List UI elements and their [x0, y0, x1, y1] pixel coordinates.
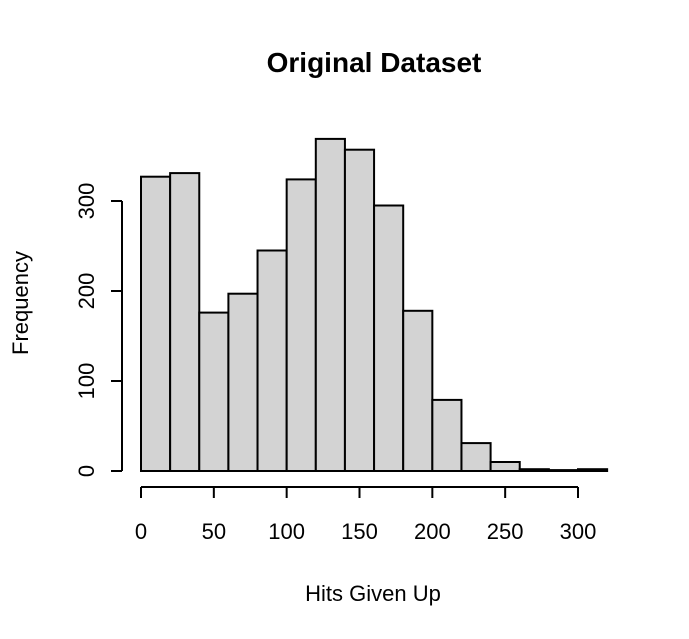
- y-tick-label-0: 0: [74, 465, 99, 477]
- x-tick-label-0: 0: [135, 519, 147, 544]
- x-tick-label-5: 250: [487, 519, 524, 544]
- chart-title: Original Dataset: [267, 47, 482, 78]
- histogram-bar-5: [285, 178, 317, 472]
- y-axis: 0 100 200 300: [74, 183, 123, 477]
- histogram-bar-9: [402, 309, 434, 472]
- histogram-bar-11: [460, 442, 492, 473]
- histogram-bar-0: [140, 175, 172, 472]
- histogram-bar-4: [256, 249, 288, 472]
- y-tick-label-1: 100: [74, 363, 99, 400]
- x-tick-label-1: 50: [202, 519, 226, 544]
- histogram-bar-10: [431, 398, 463, 472]
- y-tick-label-2: 200: [74, 273, 99, 310]
- x-tick-label-6: 300: [560, 519, 597, 544]
- x-axis-label: Hits Given Up: [305, 581, 441, 606]
- histogram-bar-2: [198, 311, 230, 472]
- histogram-bar-6: [314, 137, 346, 472]
- histogram-bar-12: [489, 461, 521, 472]
- histogram-bar-8: [373, 204, 405, 472]
- histogram-bar-15: [577, 468, 609, 473]
- histogram-bar-13: [518, 468, 550, 473]
- histogram-bar-14: [547, 469, 579, 473]
- histogram-bar-3: [227, 292, 259, 473]
- x-tick-label-2: 100: [268, 519, 305, 544]
- histogram-bar-1: [169, 172, 201, 472]
- y-tick-label-3: 300: [74, 183, 99, 220]
- x-tick-label-4: 200: [414, 519, 451, 544]
- x-tick-label-3: 150: [341, 519, 378, 544]
- x-axis: 0 50 100 150 200 250 300: [135, 486, 597, 544]
- y-axis-label: Frequency: [8, 251, 33, 355]
- histogram-bar-7: [343, 148, 376, 472]
- bars-group: [140, 137, 609, 473]
